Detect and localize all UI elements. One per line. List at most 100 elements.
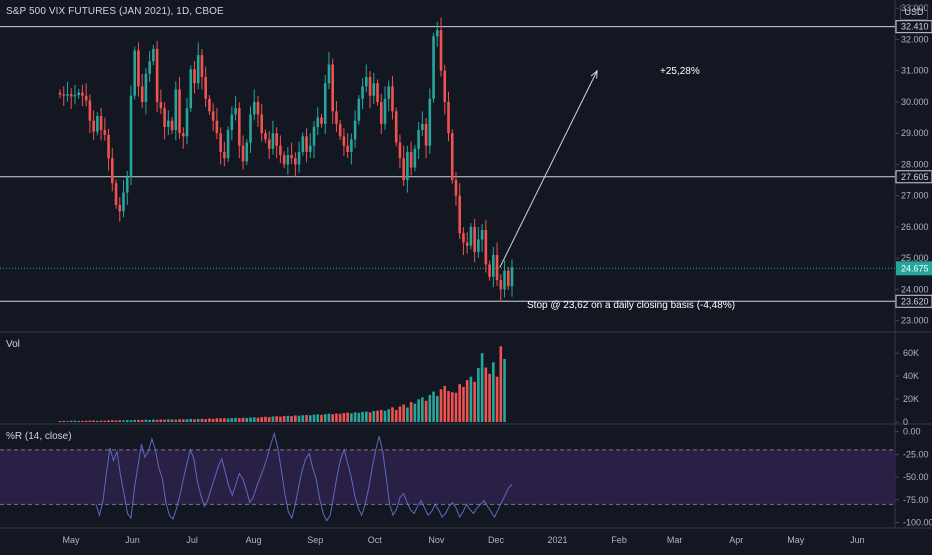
volume-bar — [323, 414, 327, 422]
candle-body — [137, 50, 140, 87]
candle-body — [152, 48, 155, 62]
volume-bar — [249, 417, 252, 422]
time-tick-label: Jun — [125, 535, 140, 545]
candle-body — [361, 86, 364, 99]
price-tick-label: 32.000 — [901, 34, 929, 44]
time-tick-label: Jul — [186, 535, 198, 545]
volume-bar — [350, 413, 353, 422]
candle-body — [155, 48, 159, 102]
volume-bar — [69, 420, 73, 422]
candle-body — [92, 120, 95, 132]
price-tick-label: 25.000 — [901, 253, 929, 263]
volume-bar — [391, 407, 394, 422]
volume-bar — [305, 415, 308, 422]
volume-bar — [230, 418, 234, 422]
volume-bar — [435, 395, 439, 422]
volume-bar — [103, 420, 107, 422]
candle-body — [402, 158, 405, 181]
volume-bar — [189, 418, 193, 422]
last-price-label: 24.675 — [901, 263, 929, 273]
price-tick-label: 33.000 — [901, 3, 929, 13]
volume-bar — [170, 419, 174, 422]
candle-body — [252, 101, 256, 115]
volume-bar — [66, 421, 69, 422]
volume-bar — [133, 419, 137, 422]
candle-body — [282, 155, 286, 165]
level-price-box — [895, 294, 932, 308]
volume-bar — [353, 412, 357, 422]
candle-body — [409, 151, 413, 168]
volume-bar — [271, 416, 275, 422]
candle-body — [223, 151, 226, 159]
volume-bar — [308, 415, 312, 422]
volume-bar — [290, 416, 293, 422]
volume-bar — [465, 380, 469, 422]
candle-body — [107, 134, 110, 159]
volume-bar — [204, 419, 207, 422]
candle-body — [77, 92, 80, 96]
candle-body — [103, 130, 107, 135]
candle-body — [230, 114, 234, 131]
volume-bar — [477, 368, 480, 422]
candle-body — [81, 92, 84, 96]
candle-body — [249, 114, 252, 143]
candle-body — [398, 142, 402, 159]
volume-bar — [148, 419, 151, 422]
candle-body — [297, 151, 301, 165]
time-tick-label: Oct — [368, 535, 383, 545]
volume-bar — [503, 358, 506, 422]
volume-bar — [376, 410, 379, 422]
candle-body — [140, 86, 144, 102]
wr-tick-label: 0.00 — [903, 427, 921, 437]
volume-bar — [327, 413, 331, 422]
volume-pane-label: Vol — [6, 339, 20, 350]
candle-body — [73, 95, 77, 97]
volume-bar — [81, 420, 84, 422]
time-tick-label: Jun — [850, 535, 865, 545]
candle-body — [211, 111, 215, 121]
currency-badge[interactable]: USD — [900, 5, 928, 20]
candle-body — [492, 255, 495, 277]
volume-bar — [357, 412, 361, 422]
volume-bar — [196, 419, 200, 422]
volume-bar — [365, 411, 368, 422]
candle-body — [484, 230, 488, 265]
candle-body — [477, 239, 480, 252]
candle-body — [488, 264, 491, 277]
volume-bar — [484, 367, 488, 422]
volume-bar — [379, 409, 383, 422]
volume-bar — [185, 419, 189, 422]
volume-bar — [387, 409, 391, 422]
candle-body — [335, 111, 338, 124]
volume-bar — [238, 418, 241, 422]
candle-body — [234, 108, 237, 115]
volume-bar — [181, 419, 185, 422]
level-price-box — [895, 20, 932, 34]
candle-body — [189, 69, 193, 109]
volume-bar — [252, 417, 256, 422]
volume-bar — [406, 407, 409, 422]
volume-bar — [62, 420, 66, 422]
candle-body — [301, 136, 305, 152]
candle-body — [305, 136, 308, 152]
volume-bar — [492, 362, 495, 422]
candle-body — [66, 94, 69, 96]
volume-bar — [421, 397, 424, 422]
candle-body — [219, 133, 222, 152]
candle-body — [148, 61, 151, 74]
candle-body — [185, 108, 189, 137]
target-arrow-line — [499, 70, 598, 268]
volume-bar — [282, 416, 286, 422]
candle-body — [450, 133, 454, 181]
volume-bar — [342, 413, 346, 422]
candle-body — [342, 136, 346, 146]
candle-body — [110, 158, 114, 184]
volume-bar — [312, 414, 316, 422]
volume-bar — [84, 420, 88, 422]
candle-body — [215, 120, 219, 134]
volume-bar — [469, 376, 473, 422]
candle-body — [133, 50, 137, 96]
chart-title: S&P 500 VIX FUTURES (JAN 2021), 1D, CBOE — [6, 6, 224, 17]
